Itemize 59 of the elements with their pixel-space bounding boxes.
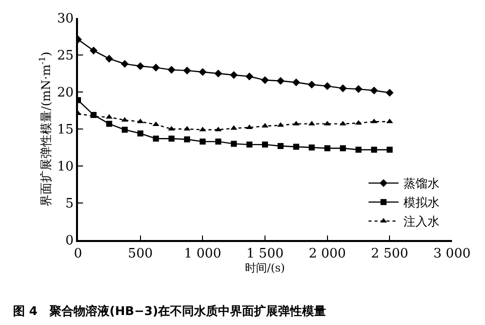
- x-tick-label: 2 000: [308, 246, 346, 262]
- point: [278, 143, 284, 150]
- point: [214, 70, 222, 78]
- point: [230, 71, 238, 79]
- point: [183, 66, 191, 74]
- y-tick-label: 5: [65, 196, 74, 212]
- point: [386, 88, 394, 97]
- point: [106, 120, 112, 127]
- point: [262, 142, 268, 148]
- point: [200, 138, 206, 145]
- x-axis-title: 时间/(s): [245, 261, 285, 274]
- point: [261, 76, 269, 84]
- point: [308, 80, 316, 88]
- point: [246, 142, 252, 148]
- point: [308, 144, 315, 150]
- point: [292, 78, 300, 86]
- point: [324, 145, 330, 152]
- y-tick-label: 25: [57, 48, 74, 64]
- x-tick-label: 1 000: [184, 246, 222, 262]
- point: [137, 130, 144, 136]
- point: [340, 145, 346, 152]
- y-tick-label: 30: [57, 12, 74, 27]
- point: [168, 66, 176, 74]
- y-tick-label: 10: [57, 160, 74, 175]
- point: [262, 123, 268, 128]
- point: [136, 62, 144, 70]
- y-tick-label: 15: [57, 122, 74, 138]
- x-tick-label: 3 000: [433, 246, 471, 262]
- point: [354, 85, 362, 93]
- point: [370, 86, 378, 94]
- point: [276, 77, 284, 85]
- point: [386, 146, 393, 153]
- x-tick-label: 1 500: [246, 246, 284, 262]
- point: [356, 146, 362, 153]
- point: [105, 54, 114, 63]
- x-tick-label: 2 500: [371, 246, 408, 262]
- point: [122, 126, 128, 133]
- point: [215, 138, 222, 145]
- point: [355, 120, 362, 125]
- point: [246, 72, 254, 80]
- point: [230, 140, 237, 147]
- legend-label: 模拟水: [404, 196, 440, 210]
- point: [339, 84, 347, 92]
- point: [323, 82, 332, 90]
- point: [90, 46, 98, 54]
- point: [120, 60, 129, 68]
- point: [371, 146, 378, 153]
- legend-label: 蒸馏水: [404, 176, 440, 191]
- point: [184, 136, 190, 142]
- legend-label: 注入水: [404, 214, 440, 229]
- point: [152, 136, 159, 142]
- point: [152, 64, 160, 72]
- point: [293, 144, 300, 150]
- point: [198, 68, 207, 76]
- point: [168, 136, 174, 142]
- y-tick-label: 20: [57, 86, 74, 101]
- y-tick-label: 0: [65, 234, 74, 249]
- caption: 图 4 聚合物溶液(HB−3)在不同水质中界面扩展弹性模量: [13, 304, 326, 318]
- x-tick-label: 500: [128, 246, 153, 262]
